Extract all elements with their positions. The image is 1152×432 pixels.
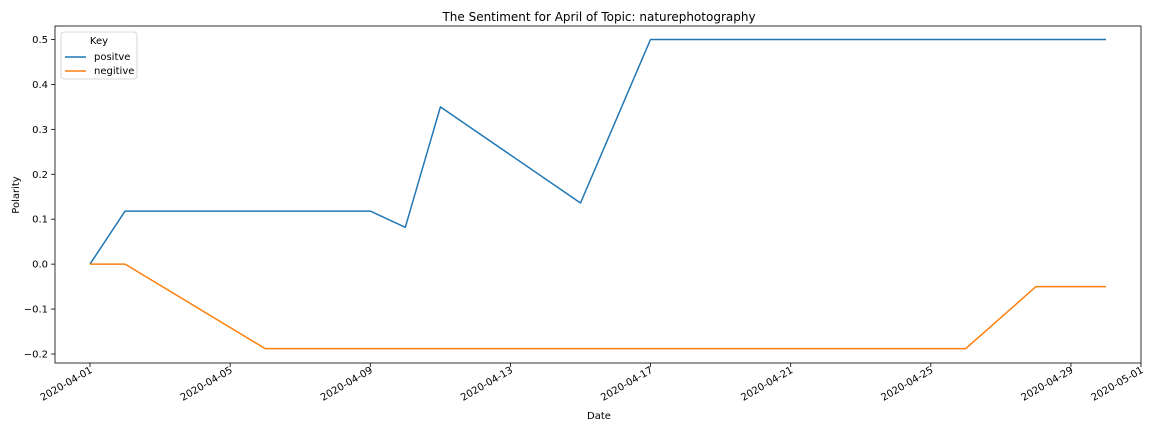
x-tick-label-0: 2020-04-01 — [39, 365, 95, 404]
legend-box — [60, 31, 138, 80]
legend-label-positve: positve — [94, 52, 130, 63]
x-tick-label-4: 2020-04-17 — [599, 365, 655, 404]
y-tick-label-3: 0.1 — [32, 215, 48, 226]
y-tick-label-1: −0.1 — [24, 305, 48, 316]
y-tick-label-5: 0.3 — [32, 125, 48, 136]
x-tick-label-6: 2020-04-25 — [879, 365, 935, 404]
series-line-positve — [89, 38, 1106, 265]
y-tick-label-6: 0.4 — [32, 80, 48, 91]
legend: Key positve negitive — [60, 31, 138, 80]
series-layer — [89, 38, 1106, 350]
x-tick-label-3: 2020-04-13 — [459, 365, 515, 404]
y-tick-label-4: 0.2 — [32, 170, 48, 181]
x-tick-label-5: 2020-04-21 — [739, 365, 795, 404]
chart-title: The Sentiment for April of Topic: nature… — [441, 10, 755, 24]
x-tick-label-1: 2020-04-05 — [179, 365, 235, 404]
y-axis-label: Polarity — [11, 176, 22, 214]
series-line-negitive — [90, 263, 1106, 350]
y-tick-label-2: 0.0 — [32, 260, 48, 271]
x-axis: 2020-04-01 2020-04-05 2020-04-09 2020-04-13… — [39, 363, 1146, 404]
x-axis-label: Date — [587, 411, 611, 422]
y-tick-label-0: −0.2 — [24, 350, 48, 361]
x-tick-label-7: 2020-04-29 — [1020, 365, 1076, 404]
x-tick-label-2: 2020-04-09 — [319, 365, 375, 404]
legend-title: Key — [90, 36, 108, 47]
legend-label-negitive: negitive — [94, 66, 134, 77]
x-tick-label-8: 2020-05-01 — [1090, 365, 1146, 404]
plot-frame — [54, 25, 1142, 364]
y-tick-label-7: 0.5 — [32, 35, 48, 46]
y-axis: −0.2 −0.1 0.0 0.1 0.2 0.3 0.4 0.5 — [24, 35, 55, 361]
